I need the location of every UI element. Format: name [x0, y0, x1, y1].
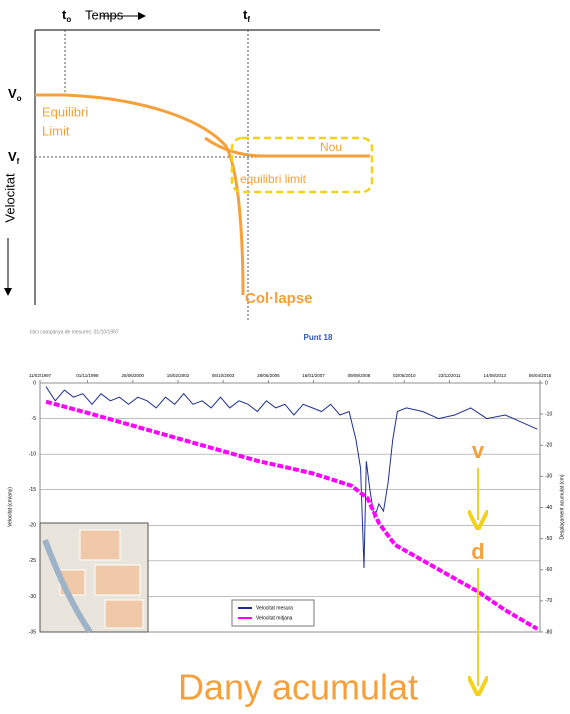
- x-tick-label: 06/10/2003: [212, 373, 235, 378]
- y-tick-label: 0: [33, 380, 36, 386]
- y-tick-label: -25: [29, 558, 36, 564]
- map-block: [95, 565, 140, 595]
- page: to Temps tf Vo Vf Velocitat Equilibri Li…: [0, 0, 570, 714]
- x-tick-label: 16/01/2007: [302, 373, 325, 378]
- equilibrium-label: Equilibri: [42, 104, 88, 119]
- v0-label: Vo: [8, 86, 22, 103]
- y-axis-title: Velocitat (cm/any): [7, 487, 13, 527]
- legend-box: [232, 600, 314, 626]
- y-tick-label: -30: [29, 594, 36, 600]
- y2-tick-label: -60: [545, 567, 552, 573]
- footnote: Inici campanya de mesures: 01/10/1997: [30, 329, 119, 335]
- equilibrium-label: Limit: [42, 123, 70, 138]
- x-tick-label: 15/02/2002: [167, 373, 190, 378]
- annotation: v: [472, 438, 485, 463]
- y2-tick-label: -80: [545, 629, 552, 635]
- x-tick-label: 11/02/1997: [29, 373, 52, 378]
- inset-map: [40, 523, 148, 632]
- annotation: Dany acumulat: [178, 667, 418, 708]
- collapse-label: Col·lapse: [245, 290, 313, 307]
- annotation: d: [471, 539, 484, 564]
- y2-tick-label: -10: [545, 411, 552, 417]
- map-block: [105, 600, 143, 628]
- time-label: Temps: [85, 7, 124, 22]
- y-tick-label: -35: [29, 629, 36, 635]
- y2-tick-label: -50: [545, 536, 552, 542]
- x-tick-label: 28/05/2005: [257, 373, 280, 378]
- x-tick-label: 23/12/2011: [438, 373, 461, 378]
- x-tick-label: 09/09/2008: [348, 373, 371, 378]
- y-tick-label: -5: [32, 416, 37, 422]
- vf-label: Vf: [8, 149, 20, 166]
- y-tick-label: -10: [29, 451, 36, 457]
- y2-tick-label: 0: [545, 380, 548, 386]
- t0-label: to: [62, 7, 71, 24]
- chart: 0 -5 -10 -15 -20 -25 -30 -35 0 -10 -20 -30 -40 -50 -60…: [29, 373, 553, 635]
- x-tick-label: 01/11/1998: [76, 373, 99, 378]
- y2-tick-label: -30: [545, 474, 552, 480]
- y-tick-label: -15: [29, 487, 36, 493]
- y-tick-label: -20: [29, 523, 36, 529]
- y2-tick-label: -70: [545, 598, 552, 604]
- new-equilibrium-label: equilibri limit: [240, 172, 307, 186]
- y2-tick-label: -40: [545, 505, 552, 511]
- x-tick-label: 02/05/2010: [393, 373, 416, 378]
- x-tick-label: 06/04/2015: [529, 373, 552, 378]
- map-block: [80, 530, 120, 560]
- chart-title: Punt 18: [304, 333, 333, 342]
- new-equilibrium-label: Nou: [320, 140, 342, 154]
- legend-label: Velocitat mitjana: [256, 615, 293, 621]
- diagram: to Temps tf Vo Vf Velocitat Equilibri Li…: [2, 7, 380, 335]
- x-tick-label: 14/08/2013: [483, 373, 506, 378]
- legend: Velocitat mesura Velocitat mitjana: [232, 600, 314, 626]
- y2-tick-label: -20: [545, 443, 552, 449]
- x-tick-label: 25/06/2000: [122, 373, 145, 378]
- y2-axis-title: Desplaçament acumulat (cm): [559, 474, 565, 539]
- velocity-label: Velocitat: [2, 173, 17, 223]
- legend-label: Velocitat mesura: [256, 605, 293, 611]
- tf-label: tf: [243, 7, 250, 24]
